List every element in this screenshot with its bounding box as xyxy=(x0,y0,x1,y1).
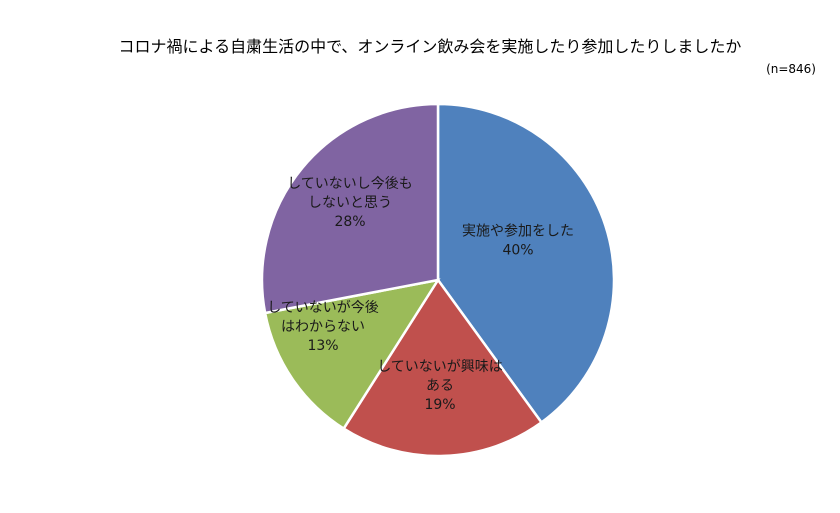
pie-slice xyxy=(260,102,440,315)
pie-slice xyxy=(341,277,544,458)
slice-category-label: していないが今後 xyxy=(267,300,379,316)
slice-category-label: しないと思う xyxy=(308,195,392,211)
slice-label: していないが今後はわからない 13% xyxy=(267,300,379,354)
slice-label: していないが興味はある 19% xyxy=(377,359,503,413)
slice-category-label: 実施や参加をした xyxy=(462,223,574,240)
slice-label: していないし今後もしないと思う 28% xyxy=(287,176,413,230)
pie-slice xyxy=(263,278,441,431)
slice-category-label: していないが興味は xyxy=(377,359,503,375)
slice-percent-label: 13% xyxy=(307,338,338,354)
pie-slice xyxy=(436,102,616,425)
slice-percent-label: 40% xyxy=(502,243,533,259)
chart-title: コロナ禍による自粛生活の中で、オンライン飲み会を実施したり参加したりしましたか xyxy=(118,37,742,56)
slice-category-label: していないし今後も xyxy=(287,176,413,192)
slice-percent-label: 19% xyxy=(424,397,455,413)
slice-percent-label: 28% xyxy=(334,214,365,230)
slice-label: 実施や参加をした 40% xyxy=(462,223,574,259)
slice-category-label: ある xyxy=(426,378,454,394)
slice-category-label: はわからない xyxy=(281,319,365,335)
sample-size-note: (n=846) xyxy=(766,62,816,76)
